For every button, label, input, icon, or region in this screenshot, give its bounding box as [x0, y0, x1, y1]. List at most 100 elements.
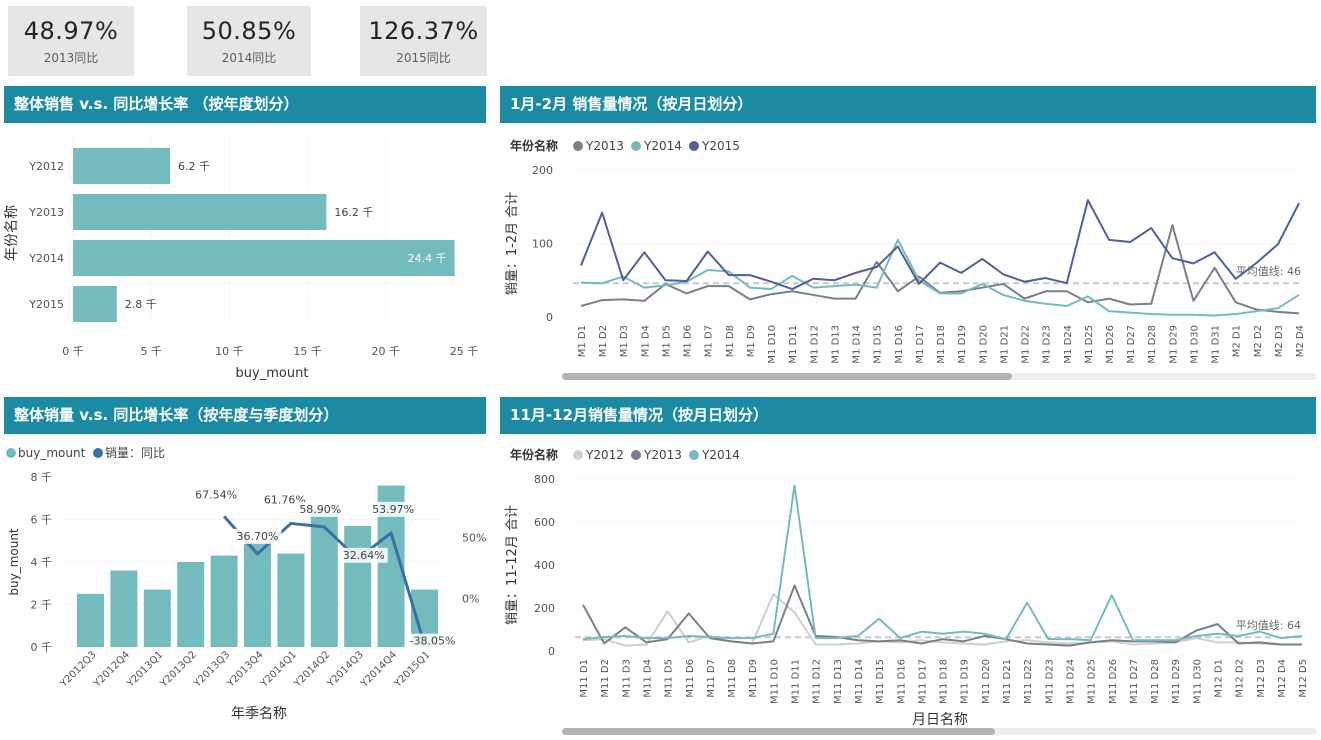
- x-tick-label: M1 D12: [809, 325, 820, 364]
- x-tick-label: M1 D31: [1211, 325, 1222, 364]
- x-tick-label: M11 D26: [1108, 659, 1119, 704]
- kpi-value: 48.97%: [23, 17, 119, 45]
- legend-marker: [689, 450, 699, 460]
- x-tick-label: Y2013Q2: [158, 649, 199, 690]
- x-tick-label: M11 D4: [642, 659, 653, 698]
- scrollbar-thumb[interactable]: [562, 373, 1012, 380]
- legend-title: 年份名称: [510, 447, 558, 462]
- x-tick-label: M1 D16: [894, 325, 905, 364]
- x-tick-label: M11 D18: [939, 659, 950, 704]
- y-tick-label: 100: [532, 238, 553, 251]
- y-axis-title: buy_mount: [7, 528, 21, 596]
- x-tick-label: M12 D3: [1256, 659, 1267, 698]
- y-tick-label: 400: [534, 559, 555, 572]
- data-label-bg: [339, 547, 388, 563]
- x-tick-label: M11 D13: [833, 659, 844, 704]
- x-axis-title: 月日名称: [912, 712, 968, 728]
- y-tick-label: Y2015: [28, 298, 64, 311]
- y-tick-label: 600: [534, 516, 555, 529]
- x-axis-title: 年季名称: [231, 706, 287, 722]
- x-tick-label: M11 D24: [1065, 659, 1076, 704]
- x-tick-label: M1 D1: [577, 325, 588, 357]
- y-tick-label: 800: [534, 473, 555, 486]
- legend-marker: [6, 448, 16, 458]
- x-tick-label: M12 D4: [1277, 659, 1288, 698]
- y-tick-label: 2 千: [31, 599, 53, 612]
- x-tick-label: M2 D3: [1274, 325, 1285, 357]
- x-tick-label: M11 D25: [1087, 659, 1098, 704]
- legend-item-Y2015: Y2015: [701, 139, 740, 153]
- x-tick-label: M11 D7: [706, 659, 717, 698]
- kpi-value: 50.85%: [201, 17, 297, 45]
- x-tick-label: 0 千: [62, 345, 84, 358]
- bar-Y2013: [73, 194, 327, 230]
- legend-item-Y2013: Y2013: [643, 448, 682, 462]
- x-tick-label: M11 D11: [791, 659, 802, 704]
- quarterly-combo-chart: buy_mount 销量：同比 0 千 2 千 4 千 6 千 8 千 50% 0% buy_mo…: [6, 446, 486, 722]
- bar-Y2013Q2: [177, 562, 205, 647]
- legend-marker: [631, 450, 641, 460]
- y-tick-label: 6 千: [31, 514, 53, 527]
- data-label: -38.05%: [410, 635, 456, 648]
- kpi-card-2013: 48.97% 2013同比: [8, 6, 134, 76]
- y-tick-label: 200: [532, 164, 553, 177]
- x-tick-label: M11 D12: [812, 659, 823, 704]
- legend-item-Y2012: Y2012: [585, 448, 624, 462]
- data-label-bg: [296, 501, 345, 517]
- legend-marker: [689, 141, 699, 151]
- nov-dec-line-chart: 年份名称 Y2012 Y2013 Y2014 0 200 400 600 800 销量：11-12…: [505, 447, 1317, 735]
- x-tick-label: M11 D20: [981, 659, 992, 704]
- x-tick-label: M1 D30: [1189, 325, 1200, 364]
- data-label-bg: [192, 487, 241, 503]
- legend-item-yoy: 销量：同比: [105, 446, 165, 460]
- x-tick-label: M1 D22: [1021, 325, 1032, 364]
- x-tick-label: M11 D21: [1002, 659, 1013, 704]
- x-tick-label: M1 D10: [767, 325, 778, 364]
- series-line-yoy: [222, 515, 426, 646]
- x-tick-label: M11 D16: [896, 659, 907, 704]
- kpi-card-2015: 126.37% 2015同比: [360, 6, 487, 76]
- y-tick-label: Y2014: [28, 252, 64, 265]
- x-tick-label: M1 D11: [788, 325, 799, 364]
- x-tick-label: M1 D8: [725, 325, 736, 357]
- x-tick-label: M1 D7: [704, 325, 715, 357]
- series-line-Y2014: [580, 238, 1300, 317]
- y-axis-title: 销量：1-2月 合计: [505, 192, 520, 295]
- panel-title-quarterly: 整体销量 v.s. 同比增长率（按年度与季度划分）: [4, 397, 486, 434]
- legend-marker: [573, 141, 583, 151]
- y-tick-label: 0: [548, 645, 555, 658]
- x-tick-label: M11 D6: [685, 659, 696, 698]
- kpi-label: 2014同比: [221, 51, 277, 65]
- data-label-bg: [369, 501, 418, 517]
- x-tick-label: M1 D14: [852, 325, 863, 364]
- x-tick-label: M1 D27: [1126, 325, 1137, 364]
- x-tick-label: M1 D18: [936, 325, 947, 364]
- x-tick-label: M11 D28: [1150, 659, 1161, 704]
- scrollbar-thumb[interactable]: [562, 728, 995, 735]
- x-tick-label: M1 D26: [1105, 325, 1116, 364]
- bar-Y2012Q3: [77, 593, 104, 647]
- x-tick-label: M11 D15: [875, 659, 886, 704]
- data-label: 36.70%: [237, 530, 279, 543]
- series-line-Y2015: [580, 199, 1300, 291]
- data-label: 58.90%: [299, 503, 341, 516]
- yearly-sales-bar-chart: 0 千 5 千 10 千 15 千 20 千 25 千 Y2012 6.2 千 Y2013 16.…: [4, 135, 478, 381]
- series-line-Y2012: [582, 593, 1303, 647]
- average-line-label: 平均值线: 46: [1236, 264, 1301, 278]
- x-tick-label: Y2012Q4: [91, 649, 132, 690]
- x-tick-label: Y2015Q1: [392, 649, 433, 690]
- x-tick-label: M2 D4: [1295, 325, 1306, 357]
- x-tick-label: M1 D5: [661, 325, 672, 357]
- x-tick-label: Y2014Q3: [325, 649, 366, 690]
- legend-title: 年份名称: [510, 138, 558, 153]
- series-line-Y2013: [580, 224, 1300, 315]
- x-tick-label: M1 D29: [1168, 325, 1179, 364]
- average-line-label: 平均值线: 64: [1236, 618, 1301, 632]
- y-tick-label: 8 千: [31, 471, 53, 484]
- legend-marker: [93, 448, 103, 458]
- x-tick-label: Y2013Q3: [191, 649, 232, 690]
- y-axis-title: 年份名称: [4, 205, 20, 261]
- x-tick-label: M1 D9: [746, 325, 757, 357]
- x-tick-label: 20 千: [372, 345, 401, 358]
- x-tick-label: Y2014Q1: [258, 649, 299, 690]
